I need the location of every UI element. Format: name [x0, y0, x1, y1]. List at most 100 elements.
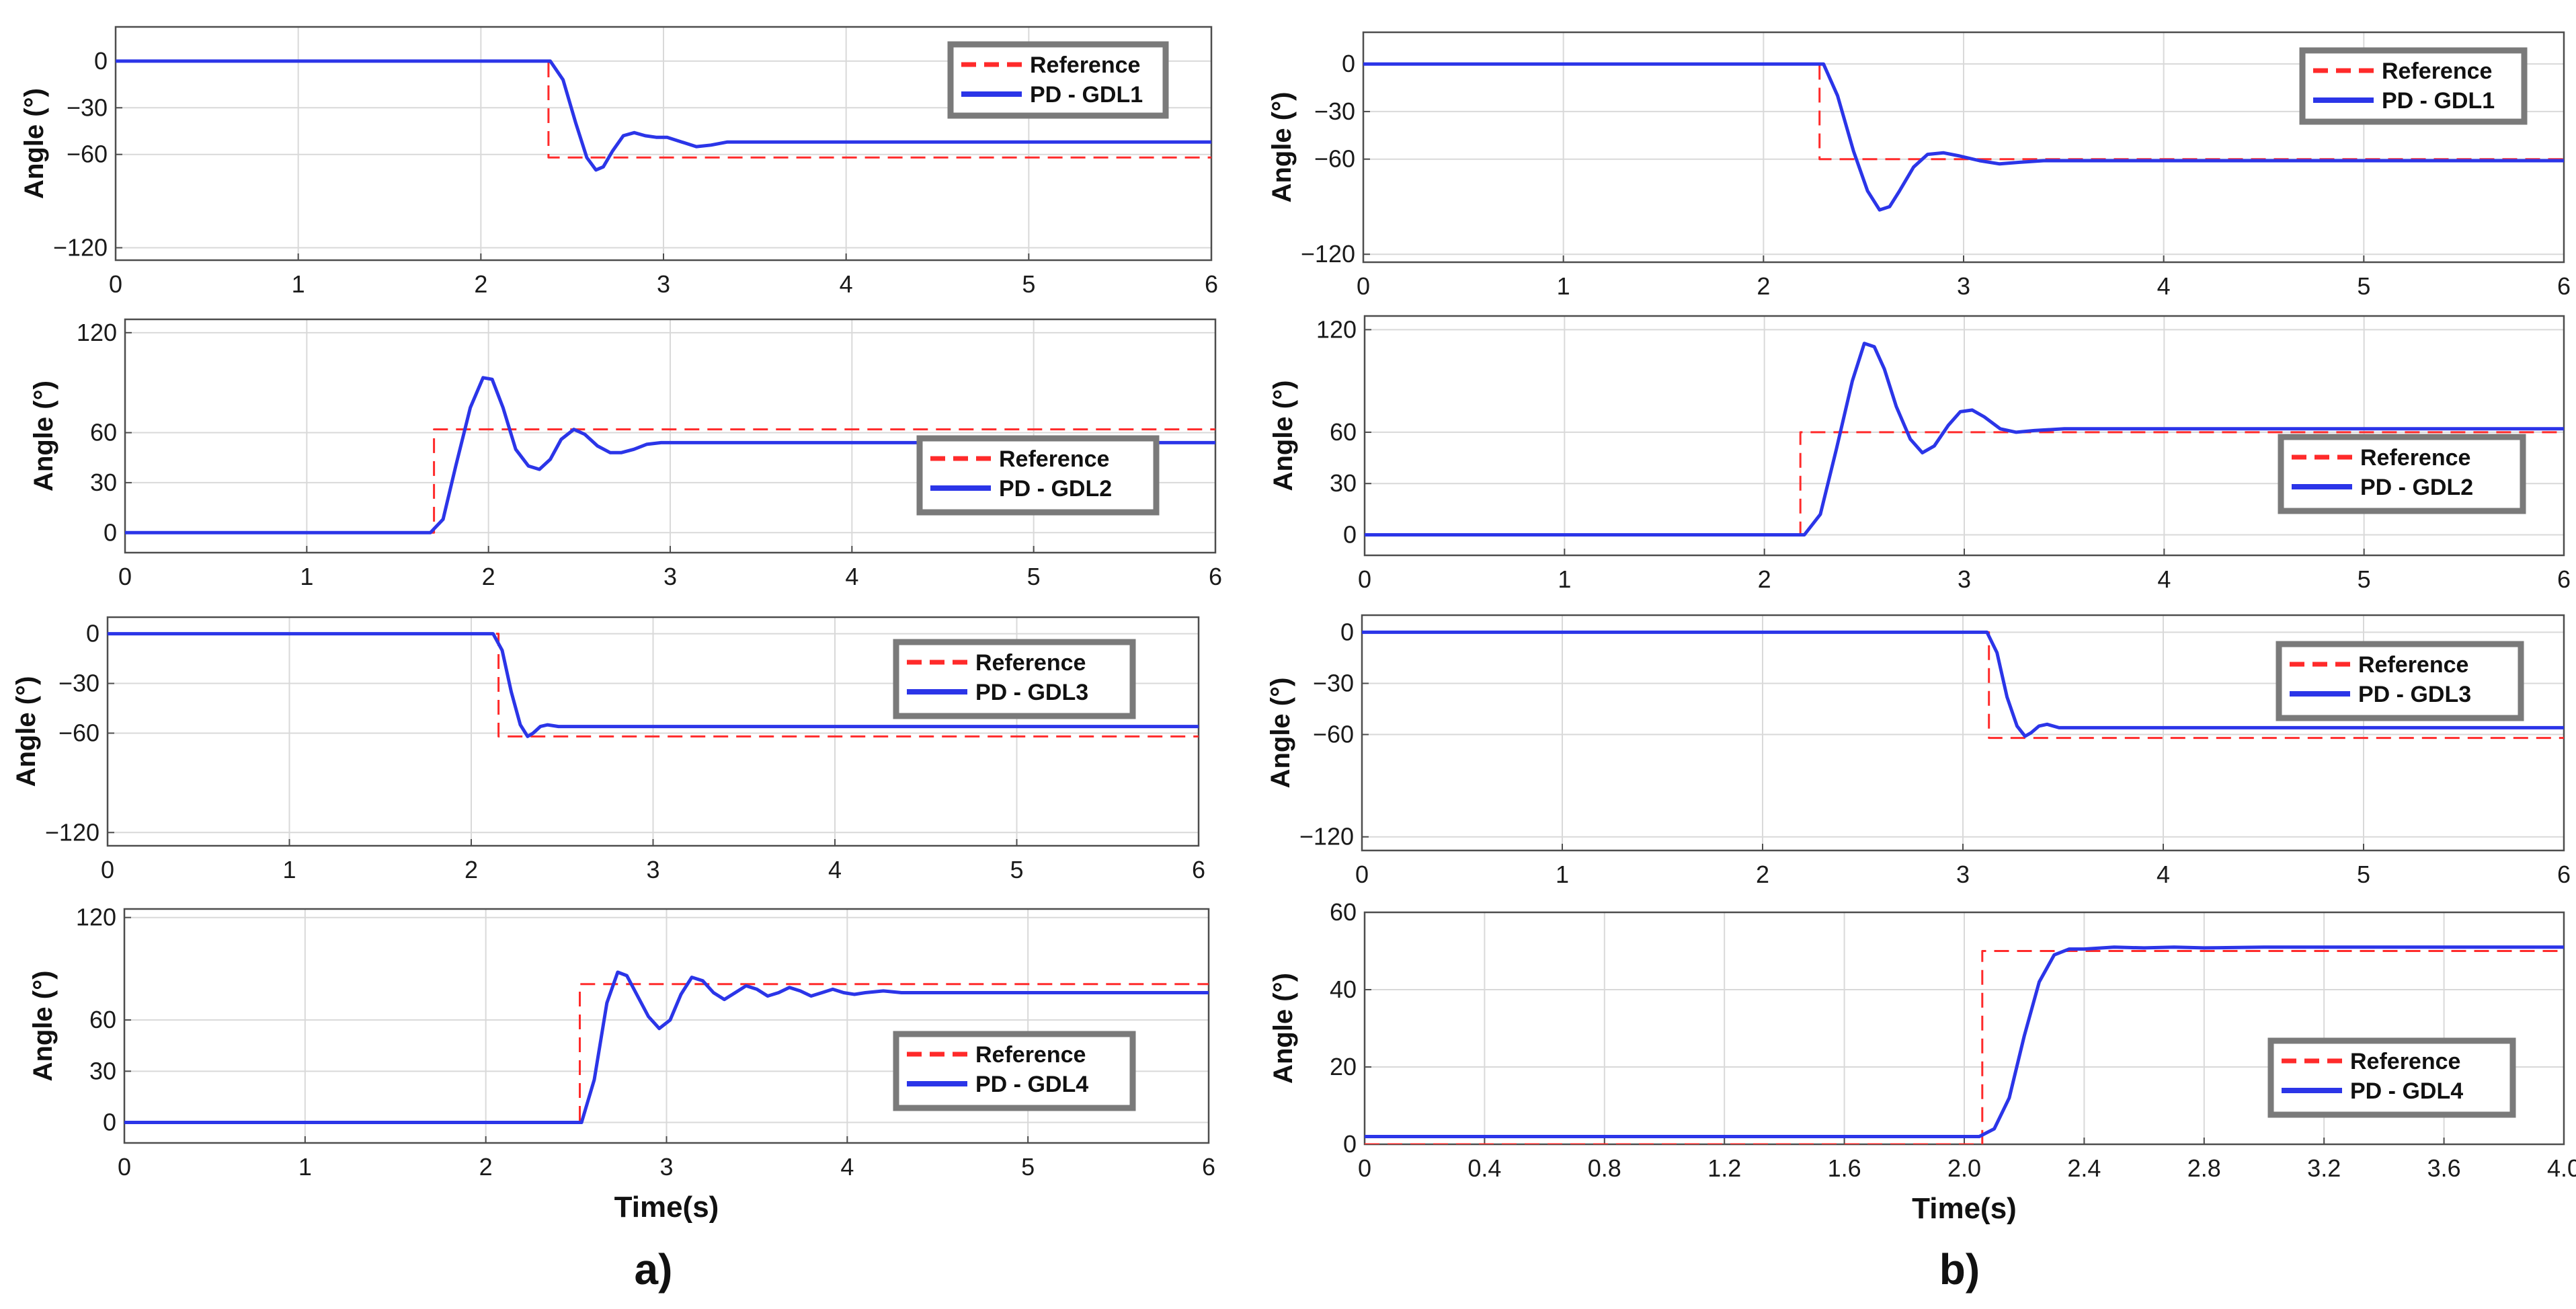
x-tick-label: 3 — [1958, 565, 1971, 593]
x-tick-label: 5 — [1022, 270, 1035, 298]
y-tick-label: −30 — [1314, 97, 1355, 125]
x-tick-label: 2.4 — [2067, 1154, 2101, 1182]
x-tick-label: 2 — [1757, 272, 1770, 300]
y-axis-label: Angle (°) — [1269, 973, 1298, 1084]
x-tick-label: 3 — [1956, 861, 1970, 888]
legend-label: PD - GDL4 — [2350, 1078, 2463, 1104]
x-tick-label: 0 — [1357, 272, 1370, 300]
x-tick-label: 0 — [118, 563, 132, 590]
x-tick-label: 0 — [1358, 1154, 1371, 1182]
y-tick-label: 30 — [90, 469, 117, 496]
legend-label: Reference — [975, 650, 1086, 676]
y-axis-label: Angle (°) — [1269, 381, 1298, 491]
legend: Reference PD - GDL4 — [2267, 1037, 2516, 1118]
x-tick-label: 0 — [118, 1153, 131, 1181]
y-tick-label: 60 — [1330, 418, 1357, 446]
x-tick-label: 3.6 — [2427, 1154, 2461, 1182]
response-series-line — [1365, 342, 2564, 537]
x-tick-label: 0.8 — [1588, 1154, 1621, 1182]
legend-box — [2278, 434, 2526, 514]
x-tick-label: 1 — [1557, 272, 1570, 300]
legend-box — [893, 1031, 1136, 1111]
x-tick-label: 4 — [840, 270, 853, 298]
x-tick-label: 5 — [1010, 856, 1023, 883]
reference-series-line — [125, 428, 1215, 534]
x-tick-label: 1 — [292, 270, 305, 298]
legend-box — [947, 41, 1169, 119]
x-tick-label: 6 — [1202, 1153, 1215, 1181]
legend-box — [916, 435, 1160, 516]
x-tick-label: 2 — [479, 1153, 493, 1181]
y-tick-label: 40 — [1330, 976, 1357, 1003]
legend: Reference PD - GDL4 — [893, 1031, 1136, 1111]
legend-label: PD - GDL4 — [975, 1072, 1088, 1097]
x-tick-label: 4 — [2157, 272, 2171, 300]
y-axis-label: Angle (°) — [1267, 92, 1297, 203]
x-tick-label: 4 — [840, 1153, 854, 1181]
x-tick-label: 1 — [282, 856, 296, 883]
y-tick-label: −60 — [1314, 145, 1355, 173]
y-tick-label: −30 — [67, 93, 108, 121]
x-tick-label: 4 — [2157, 861, 2170, 888]
x-tick-label: 6 — [2557, 565, 2571, 593]
x-tick-label: 6 — [2557, 272, 2571, 300]
x-tick-label: 1 — [1558, 565, 1571, 593]
legend-label: PD - GDL3 — [2358, 682, 2471, 707]
y-tick-label: −120 — [45, 818, 99, 846]
chart-a1: 0 1 2 3 4 5 6 0 −30 −60 −120 Angle (°) Reference PD -… — [19, 26, 1218, 298]
response-series-line — [124, 970, 1209, 1124]
x-tick-label: 3 — [659, 1153, 673, 1181]
x-axis-label: Time(s) — [614, 1191, 719, 1224]
y-tick-label: 120 — [77, 319, 117, 346]
y-tick-label: 60 — [89, 1006, 116, 1033]
x-tick-label: 1.2 — [1707, 1154, 1741, 1182]
x-tick-label: 5 — [2357, 272, 2370, 300]
x-tick-label: 0.4 — [1467, 1154, 1501, 1182]
x-tick-label: 6 — [1205, 270, 1218, 298]
legend-box — [2267, 1037, 2516, 1118]
x-tick-label: 3 — [1957, 272, 1970, 300]
x-tick-label: 2 — [1756, 861, 1769, 888]
x-tick-label: 5 — [1027, 563, 1041, 590]
legend-label: Reference — [999, 446, 1109, 472]
x-tick-label: 1 — [1556, 861, 1569, 888]
response-series-line — [125, 376, 1215, 534]
legend-label: PD - GDL2 — [999, 476, 1112, 502]
x-tick-label: 0 — [109, 270, 122, 298]
y-tick-label: 0 — [94, 47, 108, 75]
x-tick-label: 2 — [482, 563, 495, 590]
reference-series-line — [1365, 950, 2564, 1144]
x-tick-label: 3.2 — [2307, 1154, 2341, 1182]
x-tick-label: 0 — [1358, 565, 1371, 593]
x-tick-label: 2 — [1758, 565, 1771, 593]
y-axis-label: Angle (°) — [28, 971, 58, 1082]
x-tick-label: 5 — [2358, 565, 2371, 593]
y-tick-label: −120 — [53, 233, 108, 261]
x-tick-label: 5 — [1021, 1153, 1035, 1181]
y-tick-label: −120 — [1301, 240, 1355, 268]
response-series-line — [1362, 630, 2564, 738]
x-tick-label: 2 — [465, 856, 478, 883]
y-tick-label: 20 — [1330, 1053, 1357, 1080]
chart-b4: 0 0.4 0.8 1.2 1.6 2.0 2.4 2.8 3.2 3.6 4.0 0 20 40 60 An… — [1269, 898, 2576, 1225]
x-tick-label: 5 — [2357, 861, 2370, 888]
legend-label: Reference — [2350, 1049, 2460, 1074]
x-tick-label: 2 — [474, 270, 487, 298]
x-tick-label: 6 — [1209, 563, 1222, 590]
x-tick-label: 3 — [646, 856, 659, 883]
legend-box — [893, 639, 1136, 719]
y-tick-label: 30 — [1330, 469, 1357, 497]
x-tick-label: 1.6 — [1828, 1154, 1861, 1182]
y-tick-label: 0 — [104, 518, 117, 546]
y-tick-label: −120 — [1299, 823, 1354, 850]
legend-label: Reference — [2360, 445, 2470, 471]
legend: Reference PD - GDL3 — [893, 639, 1136, 719]
x-axis-label: Time(s) — [1912, 1192, 2017, 1225]
y-axis-label: Angle (°) — [1266, 678, 1295, 789]
y-tick-label: −30 — [58, 670, 99, 697]
y-tick-label: 0 — [1343, 1130, 1357, 1158]
